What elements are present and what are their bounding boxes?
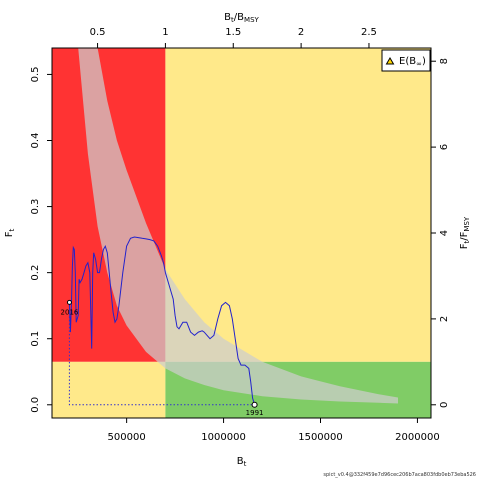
biomass-f-trajectory <box>68 236 256 405</box>
x-axis-label: Bt <box>237 456 247 468</box>
right-tick-label-2: 4 <box>439 230 450 236</box>
right-tick-label-0: 0 <box>439 402 450 408</box>
legend-triangle-icon <box>385 57 395 65</box>
top-tick-label-0: 0.5 <box>90 27 106 38</box>
zone-yellow-lower <box>52 361 166 418</box>
version-footer: spict_v0.4@332f459e7d96cec206b7aca803fdb… <box>323 472 476 478</box>
year-label-2016: 2016 <box>61 308 79 316</box>
ci-band <box>78 48 398 404</box>
y-tick-label-4: 0.4 <box>30 133 41 149</box>
ci-band-area <box>78 48 398 404</box>
x-tick-label-0: 500000 <box>108 432 146 443</box>
y-tick-label-3: 0.3 <box>30 199 41 215</box>
axes: 500000 1000000 1500000 2000000 Bt 0.0 0.1 0.2 0.… <box>4 12 471 468</box>
right-tick-label-1: 2 <box>439 316 450 322</box>
y-tick-label-0: 0.0 <box>30 397 41 413</box>
top-tick-label-4: 2.5 <box>361 27 377 38</box>
y-tick-label-1: 0.1 <box>30 331 41 347</box>
y-tick-label-2: 0.2 <box>30 265 41 281</box>
y-tick-label-5: 0.5 <box>30 66 41 82</box>
right-tick-label-3: 6 <box>439 144 450 150</box>
legend-box <box>381 49 431 72</box>
kobe-zones <box>52 48 431 418</box>
series-layer: 1991 2016 <box>61 236 264 417</box>
year-point-2016 <box>66 299 72 305</box>
top-axis-label: Bt/BMSY <box>224 12 259 24</box>
year-label-1991: 1991 <box>246 409 264 417</box>
legend: E(B∞) <box>381 49 431 72</box>
x-tick-label-1: 1000000 <box>201 432 246 443</box>
right-tick-label-4: 8 <box>439 58 450 64</box>
y-axis-label: Ft <box>4 228 16 237</box>
zone-yellow-upper <box>165 48 431 362</box>
x-tick-label-2: 1500000 <box>298 432 343 443</box>
projection-line <box>68 302 255 406</box>
top-tick-label-3: 2 <box>298 27 304 38</box>
right-axis-label: Ft/FMSY <box>459 216 471 249</box>
top-tick-label-1: 1 <box>162 27 168 38</box>
year-point-1991 <box>251 401 258 408</box>
legend-label: E(B∞) <box>399 56 426 68</box>
x-tick-label-3: 2000000 <box>395 432 440 443</box>
top-tick-label-2: 1.5 <box>225 27 241 38</box>
